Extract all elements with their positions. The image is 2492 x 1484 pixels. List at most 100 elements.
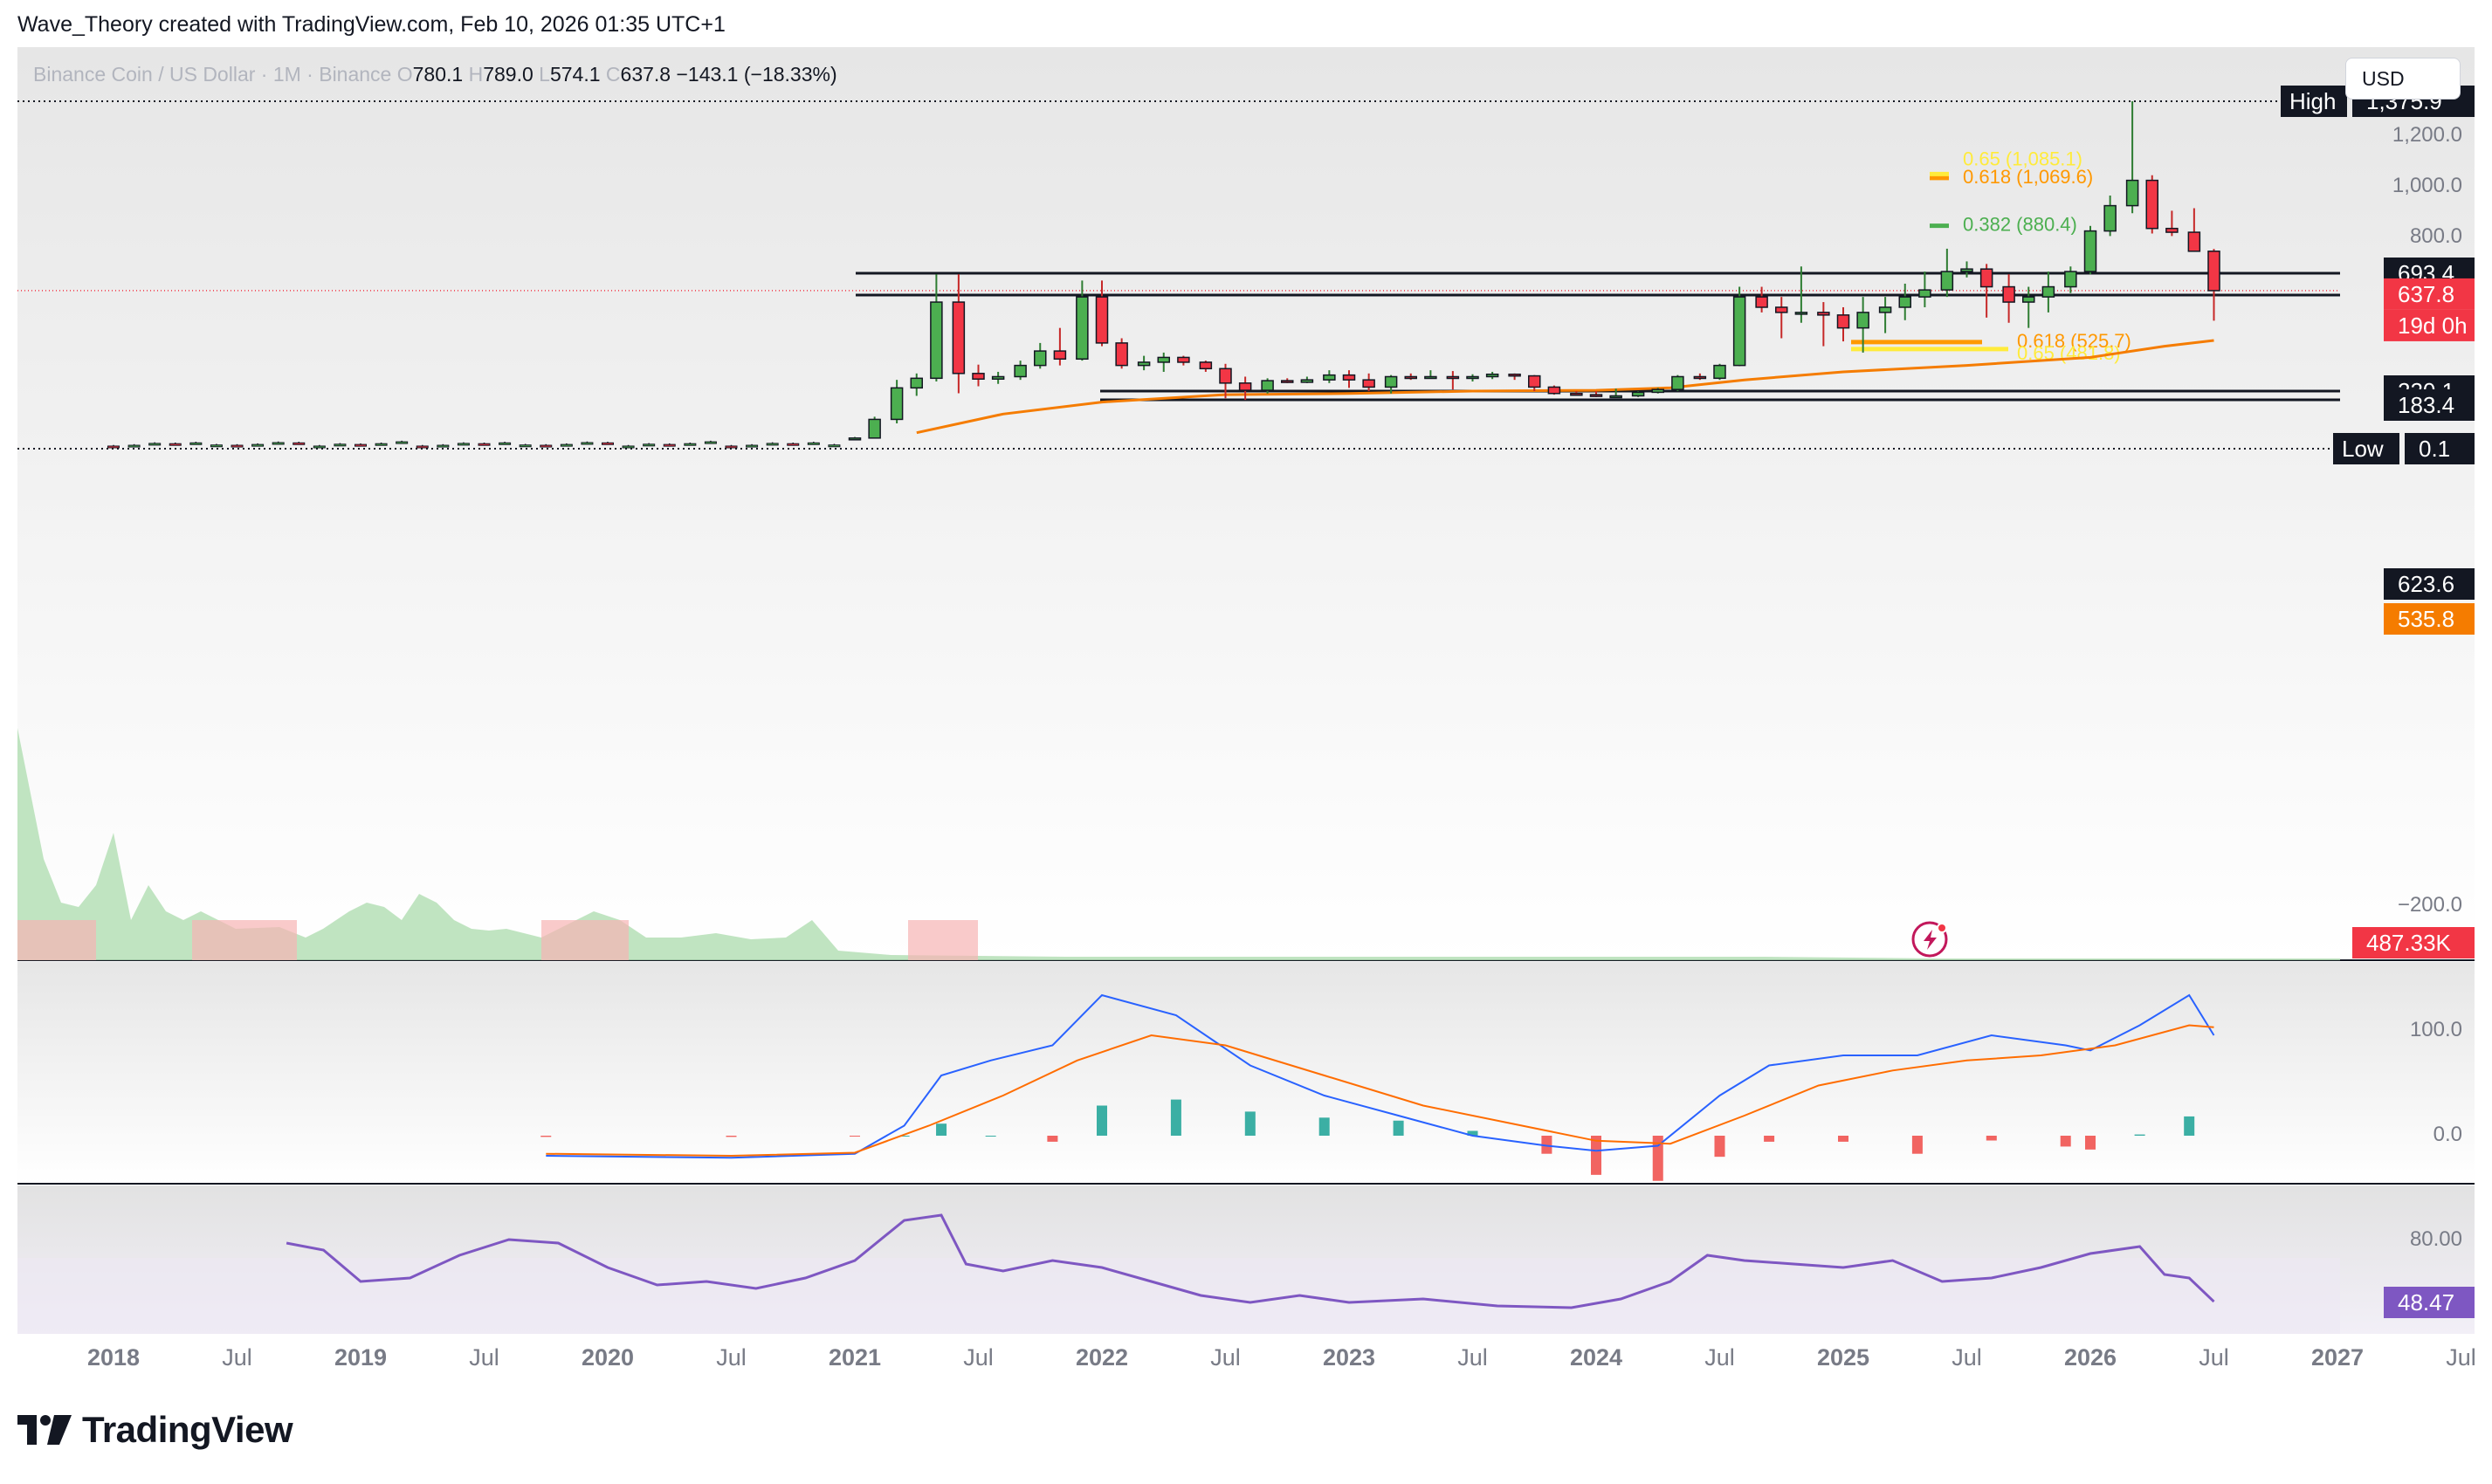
candle-body <box>930 301 943 380</box>
candle-body <box>1384 375 1398 388</box>
tradingview-logo[interactable]: TradingView <box>17 1409 293 1451</box>
macd-histogram-bar <box>850 1136 860 1137</box>
macd-histogram-bar <box>1097 1105 1107 1136</box>
candle-body <box>746 444 759 448</box>
open-key: O <box>396 63 413 86</box>
candle-body <box>355 443 367 447</box>
level-tag-text: 623.6 <box>2398 571 2454 597</box>
horizontal-levels <box>17 100 2340 450</box>
candle-body <box>210 444 223 448</box>
volume-tag-text: 487.33K <box>2366 930 2452 956</box>
candle-body <box>231 444 244 448</box>
macd-histogram-bar <box>540 1136 552 1137</box>
candle-body <box>2145 179 2158 230</box>
time-tick: 2022 <box>1076 1344 1128 1371</box>
macd-histogram-bar <box>1838 1136 1848 1142</box>
candle-body <box>684 443 697 446</box>
candle-body <box>1693 375 1707 380</box>
time-tick: 2026 <box>2064 1344 2117 1371</box>
candle-body <box>1034 350 1047 367</box>
ma-line <box>916 339 2214 435</box>
macd-histogram-bar <box>2134 1134 2145 1136</box>
candle-body <box>1137 361 1151 367</box>
candle-body <box>2125 179 2139 207</box>
candle-body <box>1960 268 1973 272</box>
candle-body <box>1570 393 1583 396</box>
rsi-tag-text: 48.47 <box>2398 1289 2454 1316</box>
candle-body <box>1508 373 1521 377</box>
tradingview-wordmark: TradingView <box>82 1409 293 1450</box>
candle-body <box>499 442 512 445</box>
candle-body <box>1817 312 1830 316</box>
candle-body <box>148 443 162 446</box>
time-tick: 2027 <box>2311 1344 2364 1371</box>
candle-body <box>1898 296 1911 308</box>
candle-body <box>272 442 285 445</box>
price-tick: 100.0 <box>2410 1018 2462 1041</box>
candle-body <box>1261 380 1274 391</box>
candle-body <box>1979 268 1993 288</box>
macd-histogram-bar <box>1652 1136 1663 1181</box>
candle-body <box>2002 285 2015 303</box>
candle-body <box>1095 296 1109 344</box>
candle-body <box>1076 296 1089 361</box>
level-tag <box>2384 568 2475 600</box>
low-value: 574.1 <box>549 63 601 86</box>
candle-body <box>704 441 717 444</box>
candle-body <box>807 442 820 445</box>
close-value: 637.8 <box>620 63 671 86</box>
currency-button[interactable]: USD <box>2345 58 2461 100</box>
price-axis[interactable]: 1,200.0 1,000.0 800.0 −200.0 100.0 0.0 80.00 <box>2392 123 2462 1251</box>
candle-body <box>1424 375 1437 380</box>
price-tick: −200.0 <box>2398 893 2462 917</box>
candle-body <box>560 443 573 447</box>
fib-label: 0.382 (880.4) <box>1963 214 2077 236</box>
candle-body <box>991 375 1005 380</box>
candle-body <box>1589 394 1603 397</box>
candle-body <box>1651 388 1664 394</box>
macd-histogram-bar <box>898 1136 910 1137</box>
time-tick: Jul <box>1210 1344 1241 1371</box>
candle-body <box>396 441 409 444</box>
candle-body <box>2103 204 2117 232</box>
fib-levels: 0.618 (1,069.6)0.65 (1,085.1) 0.382 (880.… <box>1851 148 2131 364</box>
candle-body <box>1177 356 1190 363</box>
rsi-indicator <box>286 1213 2215 1309</box>
macd-histogram-bar <box>1911 1136 1923 1154</box>
time-tick: 2021 <box>829 1344 881 1371</box>
time-axis[interactable]: 2018 Jul 2019 Jul 2020 Jul 2021 Jul 2022 Jul 2023 J… <box>87 1344 2475 1371</box>
change-value: −143.1 (−18.33%) <box>676 63 837 86</box>
macd-histogram-bar <box>1170 1099 1181 1136</box>
candle-body <box>581 442 594 445</box>
candle-body <box>1775 306 1788 313</box>
fib-label: 0.618 (525.7) <box>2017 330 2131 352</box>
close-key: C <box>605 63 621 86</box>
ma-tag <box>2384 603 2475 635</box>
macd-histogram-bar <box>1318 1117 1330 1136</box>
candle-body <box>1732 296 1746 367</box>
price-tick: 1,200.0 <box>2392 123 2462 147</box>
time-tick: 2020 <box>582 1344 634 1371</box>
candle-body <box>1014 364 1027 378</box>
time-tick: 2018 <box>87 1344 140 1371</box>
tradingview-logo-icon <box>17 1415 72 1445</box>
macd-histogram-bar <box>1467 1130 1478 1136</box>
candle-body <box>1300 379 1314 383</box>
chart-canvas[interactable]: 0.618 (1,069.6)0.65 (1,085.1) 0.382 (880.… <box>17 47 2475 1381</box>
low-tag-label-bg <box>2333 433 2399 464</box>
symbol-legend[interactable]: Binance Coin / US Dollar · 1M · Binance … <box>33 63 837 86</box>
candle-body <box>848 437 862 441</box>
candle-body <box>416 445 429 449</box>
macd-histogram-bar <box>936 1123 947 1136</box>
lightning-icon[interactable] <box>1911 921 1948 958</box>
macd-histogram-bar <box>726 1136 737 1137</box>
macd-histogram-bar <box>1714 1136 1725 1158</box>
candle-body <box>1281 380 1294 383</box>
candle-body <box>2207 251 2220 292</box>
macd-histogram-bar <box>2085 1136 2096 1150</box>
macd-indicator <box>540 993 2215 1181</box>
price-tick: 80.00 <box>2410 1227 2462 1251</box>
candle-body <box>478 443 491 446</box>
candle-body <box>890 387 904 421</box>
candle-body <box>1199 361 1213 370</box>
